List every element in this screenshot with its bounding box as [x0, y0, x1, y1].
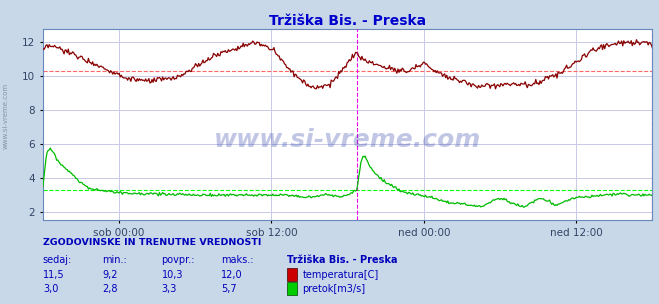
Text: 2,8: 2,8 — [102, 285, 118, 295]
Text: 10,3: 10,3 — [161, 270, 183, 280]
Text: pretok[m3/s]: pretok[m3/s] — [302, 285, 366, 295]
Title: Tržiška Bis. - Preska: Tržiška Bis. - Preska — [269, 14, 426, 28]
Text: 3,3: 3,3 — [161, 285, 177, 295]
Text: temperatura[C]: temperatura[C] — [302, 270, 379, 280]
Text: maks.:: maks.: — [221, 255, 253, 265]
Text: min.:: min.: — [102, 255, 127, 265]
Text: sedaj:: sedaj: — [43, 255, 72, 265]
Text: 9,2: 9,2 — [102, 270, 118, 280]
Text: 11,5: 11,5 — [43, 270, 65, 280]
Text: 5,7: 5,7 — [221, 285, 237, 295]
Text: Tržiška Bis. - Preska: Tržiška Bis. - Preska — [287, 255, 397, 265]
Text: ZGODOVINSKE IN TRENUTNE VREDNOSTI: ZGODOVINSKE IN TRENUTNE VREDNOSTI — [43, 238, 261, 247]
Text: www.si-vreme.com: www.si-vreme.com — [2, 82, 9, 149]
Text: 12,0: 12,0 — [221, 270, 243, 280]
Text: 3,0: 3,0 — [43, 285, 58, 295]
Text: www.si-vreme.com: www.si-vreme.com — [214, 128, 481, 152]
Text: povpr.:: povpr.: — [161, 255, 195, 265]
